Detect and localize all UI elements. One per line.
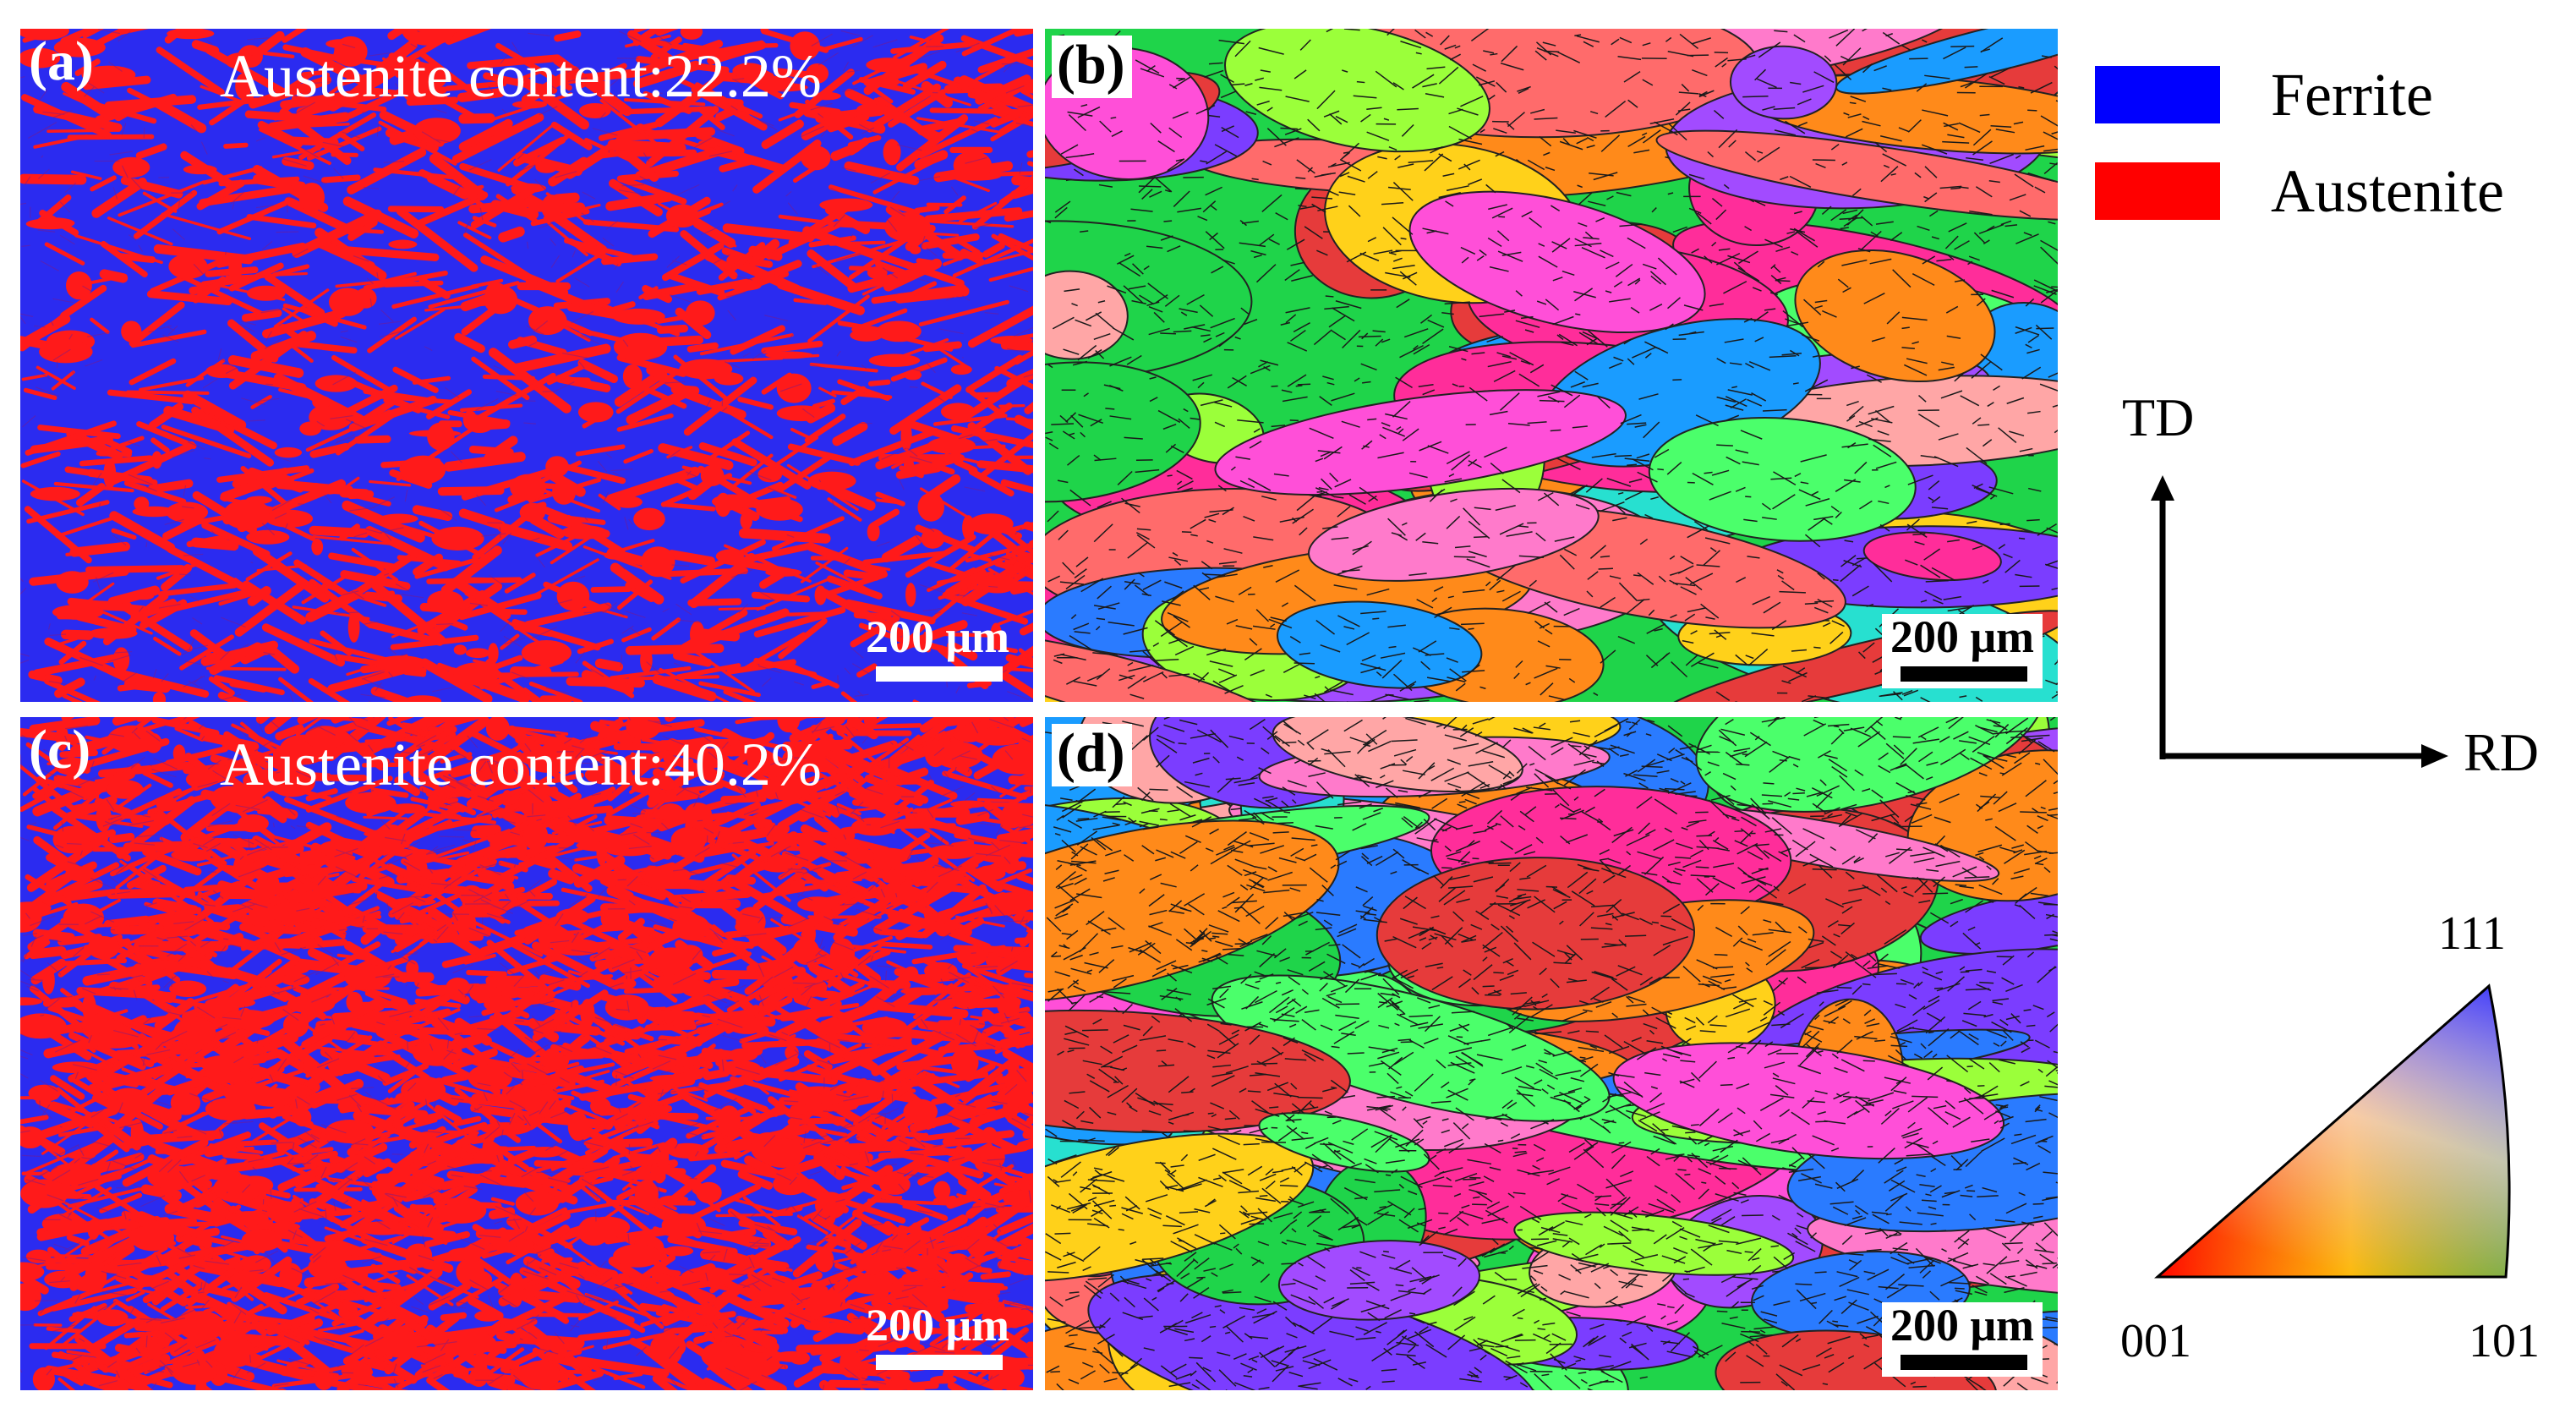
scalebar-b-line — [1901, 666, 2027, 682]
legend-label-ferrite: Ferrite — [2271, 61, 2433, 129]
panel-label-a: (a) — [29, 30, 94, 92]
ipf-triangle-icon — [2154, 983, 2511, 1279]
ipf-label-111: 111 — [2438, 907, 2506, 960]
phase-map-c-image — [20, 717, 1033, 1390]
scalebar-a-label: 200 μm — [865, 611, 1010, 662]
scalebar-b: 200 μm — [1882, 614, 2043, 688]
austenite-content-c: Austenite content:40.2% — [220, 731, 822, 798]
panel-label-c: (c) — [29, 719, 91, 781]
scalebar-a-line — [876, 666, 1003, 682]
scalebar-c-line — [876, 1355, 1003, 1370]
scalebar-c: 200 μm — [857, 1302, 1018, 1377]
phase-map-a-image — [20, 29, 1033, 702]
axis-label-rd: RD — [2464, 722, 2539, 782]
ipf-label-001: 001 — [2120, 1315, 2191, 1367]
panel-label-b: (b) — [1052, 36, 1132, 98]
austenite-content-a: Austenite content:22.2% — [220, 42, 822, 110]
scalebar-c-label: 200 μm — [865, 1300, 1010, 1350]
ipf-map-d-image — [1045, 717, 2058, 1390]
axis-label-td: TD — [2122, 387, 2195, 447]
panel-label-d: (d) — [1052, 724, 1132, 786]
ipf-label-101: 101 — [2469, 1315, 2540, 1367]
legend-label-austenite: Austenite — [2271, 157, 2504, 225]
scalebar-a: 200 μm — [857, 614, 1018, 688]
scalebar-d-label: 200 μm — [1890, 1300, 2035, 1350]
legend-swatch-ferrite — [2095, 66, 2220, 123]
ipf-map-b-image — [1045, 29, 2058, 702]
phase-map-a: (a) Austenite content:22.2% 200 μm — [20, 29, 1033, 702]
scalebar-d-line — [1901, 1355, 2027, 1370]
axes-arrows-icon — [2151, 475, 2448, 768]
legend-swatch-austenite — [2095, 162, 2220, 220]
ipf-map-d: (d) 200 μm — [1045, 717, 2058, 1390]
scalebar-b-label: 200 μm — [1890, 611, 2035, 662]
ipf-map-b: (b) 200 μm — [1045, 29, 2058, 702]
scalebar-d: 200 μm — [1882, 1302, 2043, 1377]
phase-map-c: (c) Austenite content:40.2% 200 μm — [20, 717, 1033, 1390]
